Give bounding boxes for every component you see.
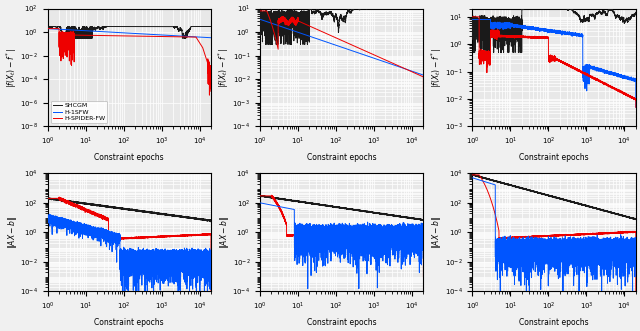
- Y-axis label: $\|AX - b\|$: $\|AX - b\|$: [6, 216, 19, 249]
- X-axis label: Constraint epochs: Constraint epochs: [307, 153, 376, 162]
- Y-axis label: $\|AX - b\|$: $\|AX - b\|$: [218, 216, 231, 249]
- X-axis label: Constraint epochs: Constraint epochs: [307, 318, 376, 327]
- X-axis label: Constraint epochs: Constraint epochs: [519, 318, 589, 327]
- X-axis label: Constraint epochs: Constraint epochs: [95, 318, 164, 327]
- X-axis label: Constraint epochs: Constraint epochs: [519, 153, 589, 162]
- Y-axis label: $|f(X_t) - f^*|$: $|f(X_t) - f^*|$: [429, 47, 444, 88]
- X-axis label: Constraint epochs: Constraint epochs: [95, 153, 164, 162]
- Legend: SHCGM, H-1SFW, H-SPIDER-FW: SHCGM, H-1SFW, H-SPIDER-FW: [51, 101, 108, 123]
- Y-axis label: $|f(X_t) - f^*|$: $|f(X_t) - f^*|$: [4, 47, 19, 88]
- Y-axis label: $|f(X_t) - f^*|$: $|f(X_t) - f^*|$: [216, 47, 231, 88]
- Y-axis label: $\|AX - b\|$: $\|AX - b\|$: [430, 216, 444, 249]
